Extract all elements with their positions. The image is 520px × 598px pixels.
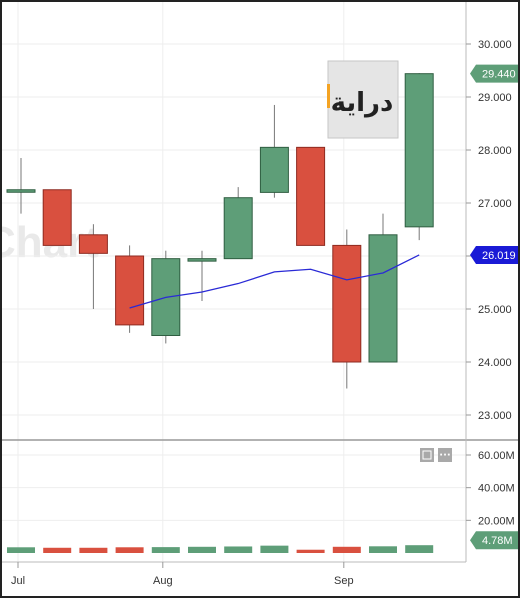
time-tick-label: Sep <box>334 575 354 587</box>
price-tick-label: 29.000 <box>478 92 512 104</box>
price-tick-label: 24.000 <box>478 357 512 369</box>
ma-value-badge-text: 26.019 <box>482 250 516 262</box>
volume-bar <box>115 547 144 553</box>
more-dots-icon: ··· <box>439 450 450 461</box>
last-price-badge-background <box>470 64 518 83</box>
volume-bar <box>224 546 253 553</box>
volume-bar <box>188 546 216 553</box>
candle-body <box>259 146 289 193</box>
candle-body <box>368 234 398 363</box>
volume-bar <box>7 547 35 553</box>
pane-maximize-button[interactable] <box>420 448 434 462</box>
candle-body <box>78 234 108 254</box>
last-price-badge: 29.440 <box>470 64 518 83</box>
window-icon <box>422 450 432 460</box>
candle-body <box>42 189 72 246</box>
last-volume-badge: 4.78M <box>470 531 518 550</box>
candle-body <box>404 73 434 228</box>
volume-bar <box>79 547 108 553</box>
candle-body <box>296 146 326 246</box>
volume-bar <box>43 547 72 553</box>
price-tick-label: 30.000 <box>478 39 512 51</box>
candle-body <box>223 197 253 260</box>
last-volume-badge-text: 4.78M <box>482 535 513 547</box>
pane-more-button[interactable] <box>438 448 452 462</box>
volume-bar <box>405 545 434 553</box>
volume-bar <box>332 546 361 553</box>
time-tick-label: Aug <box>153 575 173 587</box>
volume-bar <box>369 546 397 553</box>
volume-bar <box>151 547 180 553</box>
price-tick-label: 23.000 <box>478 410 512 422</box>
price-tick-label: 27.000 <box>478 198 512 210</box>
last-price-badge-text: 29.440 <box>482 69 516 81</box>
volume-bar <box>296 549 325 553</box>
candle-body <box>115 255 145 326</box>
logo-box: دراية <box>327 60 399 139</box>
volume-bar <box>260 545 289 553</box>
candle-body <box>187 258 217 262</box>
ma-value-badge: 26.019 <box>470 245 518 264</box>
pane-controls: ··· <box>420 448 452 462</box>
logo-text: دراية <box>331 88 394 118</box>
price-tick-label: 28.000 <box>478 145 512 157</box>
volume-tick-label: 40.00M <box>478 483 515 495</box>
volume-tick-label: 60.00M <box>478 450 515 462</box>
last-volume-badge-background <box>470 531 518 550</box>
logo-accent <box>327 84 330 108</box>
moving-average-line <box>129 254 420 309</box>
time-tick-label: Jul <box>11 575 25 587</box>
candle-body <box>332 244 362 363</box>
candle-body <box>6 189 36 193</box>
ma-value-badge-background <box>470 245 518 264</box>
price-tick-label: 25.000 <box>478 304 512 316</box>
volume-tick-label: 20.00M <box>478 515 515 527</box>
